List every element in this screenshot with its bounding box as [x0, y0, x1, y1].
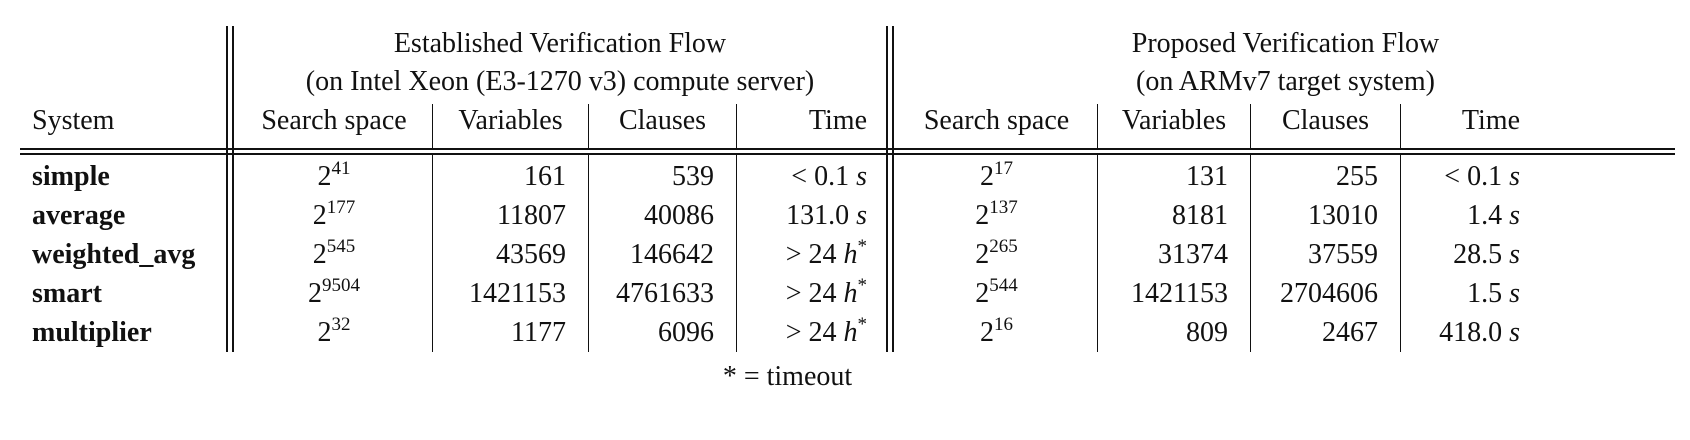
variables-cell: 11807 — [497, 200, 566, 231]
system-divider-right — [232, 26, 234, 352]
time-cell: > 24 h* — [785, 275, 867, 309]
col-divider-head — [1097, 104, 1098, 148]
time-cell: > 24 h* — [785, 314, 867, 348]
column-header-search-space: Search space — [261, 105, 407, 136]
search-space-cell: 2265 — [975, 236, 1018, 270]
clauses-cell: 40086 — [644, 200, 714, 231]
clauses-cell: 37559 — [1308, 239, 1378, 270]
variables-cell: 809 — [1186, 317, 1228, 348]
proposed-flow-title: Proposed Verification Flow — [1131, 28, 1440, 59]
col-divider-head — [1400, 104, 1401, 148]
search-space-cell: 2137 — [975, 197, 1018, 231]
search-space-cell: 217 — [980, 158, 1013, 192]
row-system-name: average — [32, 200, 126, 231]
variables-cell: 1421153 — [469, 278, 566, 309]
variables-cell: 43569 — [496, 239, 566, 270]
variables-cell: 8181 — [1172, 200, 1228, 231]
variables-cell: 161 — [524, 161, 566, 192]
flow-divider-left — [886, 26, 888, 352]
search-space-cell: 216 — [980, 314, 1013, 348]
col-divider — [432, 155, 433, 352]
variables-cell: 31374 — [1158, 239, 1228, 270]
time-cell: 1.5 s — [1467, 278, 1520, 309]
established-flow-subtitle: (on Intel Xeon (E3-1270 v3) compute serv… — [305, 66, 815, 97]
search-space-cell: 2544 — [975, 275, 1018, 309]
column-header-system: System — [32, 105, 115, 136]
row-system-name: multiplier — [32, 317, 152, 348]
clauses-cell: 255 — [1336, 161, 1378, 192]
header-rule-bottom — [20, 153, 1675, 155]
col-divider — [1400, 155, 1401, 352]
clauses-cell: 13010 — [1308, 200, 1378, 231]
column-header-time: Time — [808, 105, 867, 136]
column-header-clauses: Clauses — [618, 105, 707, 136]
time-cell: < 0.1 s — [1444, 161, 1520, 192]
search-space-cell: 232 — [317, 314, 351, 348]
system-divider-left — [226, 26, 228, 352]
search-space-cell: 241 — [317, 158, 351, 192]
time-cell: 418.0 s — [1439, 317, 1520, 348]
established-flow-title: Established Verification Flow — [393, 28, 727, 59]
column-header-variables: Variables — [458, 105, 563, 136]
col-divider-head — [1250, 104, 1251, 148]
col-divider — [736, 155, 737, 352]
column-header-search-space: Search space — [923, 105, 1070, 136]
header-rule-top — [20, 148, 1675, 150]
col-divider — [588, 155, 589, 352]
proposed-flow-subtitle: (on ARMv7 target system) — [1136, 66, 1435, 97]
column-header-variables: Variables — [1121, 105, 1227, 136]
col-divider-head — [736, 104, 737, 148]
clauses-cell: 6096 — [658, 317, 714, 348]
column-header-clauses: Clauses — [1281, 105, 1370, 136]
col-divider — [1097, 155, 1098, 352]
row-system-name: smart — [32, 278, 102, 309]
time-cell: > 24 h* — [785, 236, 867, 270]
time-cell: 28.5 s — [1453, 239, 1520, 270]
clauses-cell: 2704606 — [1280, 278, 1378, 309]
flow-divider-right — [892, 26, 894, 352]
time-cell: 131.0 s — [786, 200, 867, 231]
time-cell: < 0.1 s — [791, 161, 867, 192]
search-space-cell: 2545 — [312, 236, 356, 270]
col-divider-head — [588, 104, 589, 148]
time-cell: 1.4 s — [1467, 200, 1520, 231]
clauses-cell: 4761633 — [616, 278, 714, 309]
clauses-cell: 146642 — [630, 239, 714, 270]
table-footnote: * = timeout — [722, 361, 853, 392]
row-system-name: weighted_avg — [32, 239, 196, 270]
variables-cell: 1177 — [511, 317, 566, 348]
variables-cell: 131 — [1186, 161, 1228, 192]
variables-cell: 1421153 — [1131, 278, 1228, 309]
search-space-cell: 29504 — [308, 275, 360, 309]
row-system-name: simple — [32, 161, 110, 192]
clauses-cell: 2467 — [1322, 317, 1378, 348]
search-space-cell: 2177 — [312, 197, 356, 231]
column-header-time: Time — [1461, 105, 1520, 136]
col-divider — [1250, 155, 1251, 352]
col-divider-head — [432, 104, 433, 148]
clauses-cell: 539 — [672, 161, 714, 192]
